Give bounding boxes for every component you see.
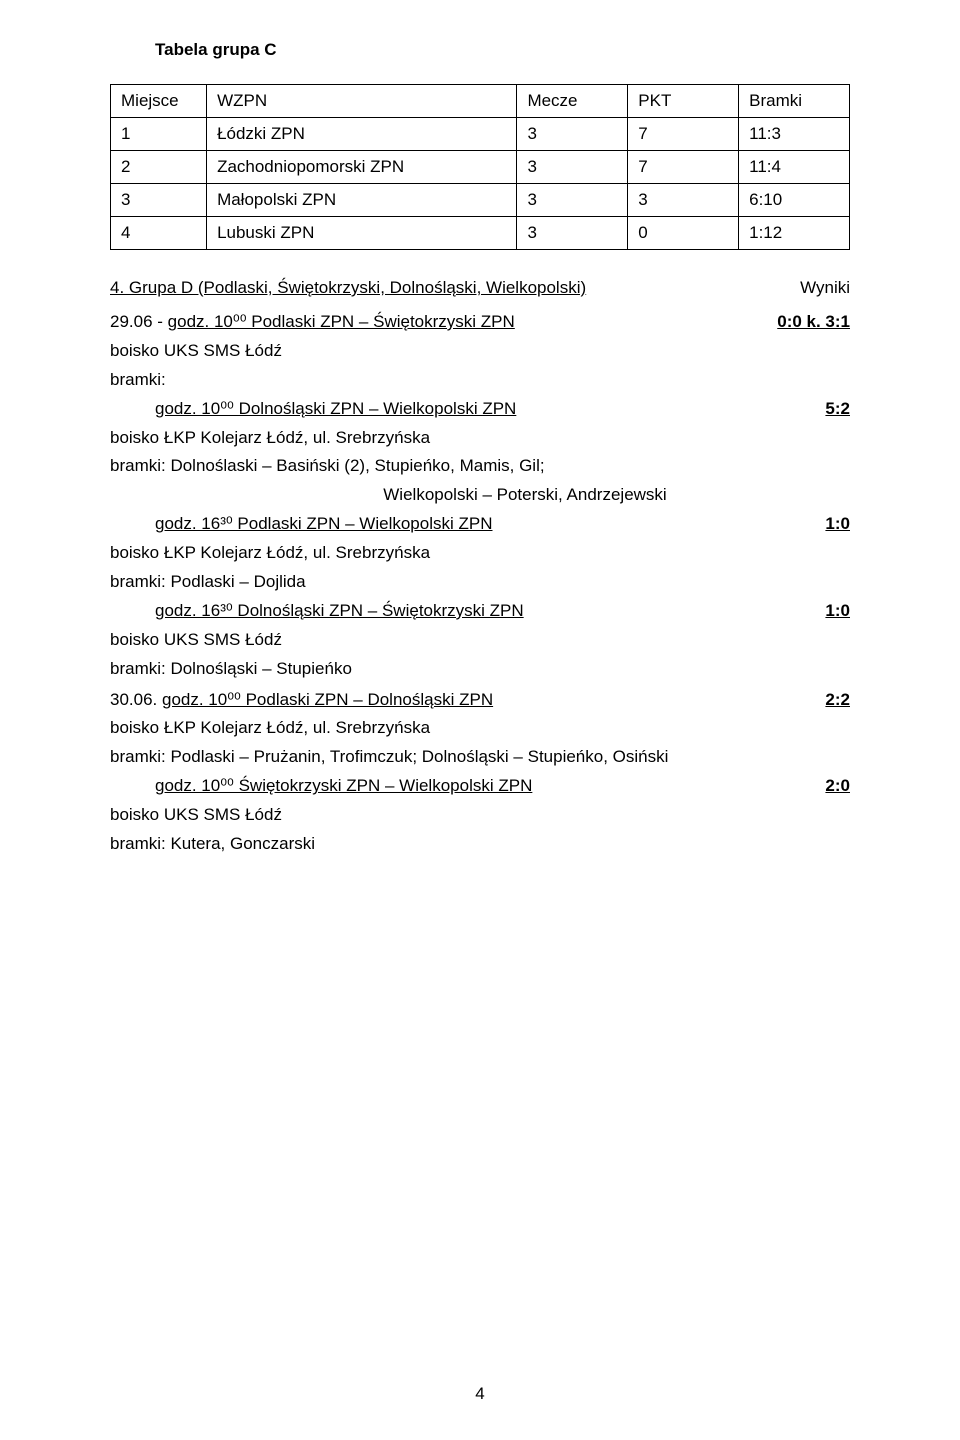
score-text: 5:2 bbox=[817, 395, 850, 424]
table-row: 1 Łódzki ZPN 3 7 11:3 bbox=[111, 118, 850, 151]
venue-text: boisko ŁKP Kolejarz Łódź, ul. Srebrzyńsk… bbox=[110, 539, 850, 568]
group-c-table: Miejsce WZPN Mecze PKT Bramki 1 Łódzki Z… bbox=[110, 84, 850, 250]
match-text: godz. 10⁰⁰ Podlaski ZPN – Świętokrzyski … bbox=[168, 312, 515, 331]
table-heading: Tabela grupa C bbox=[155, 40, 850, 60]
goals-sub-text: Wielkopolski – Poterski, Andrzejewski bbox=[200, 481, 850, 510]
match-text: godz. 10⁰⁰ Świętokrzyski ZPN – Wielkopol… bbox=[155, 772, 817, 801]
cell: Małopolski ZPN bbox=[207, 184, 517, 217]
venue-text: boisko UKS SMS Łódź bbox=[110, 337, 850, 366]
match-line: godz. 16³⁰ Podlaski ZPN – Wielkopolski Z… bbox=[155, 510, 850, 539]
match-line: 29.06 - godz. 10⁰⁰ Podlaski ZPN – Święto… bbox=[110, 308, 850, 337]
match-text: godz. 10⁰⁰ Podlaski ZPN – Dolnośląski ZP… bbox=[162, 690, 493, 709]
col-mecze: Mecze bbox=[517, 85, 628, 118]
match-line: godz. 10⁰⁰ Świętokrzyski ZPN – Wielkopol… bbox=[155, 772, 850, 801]
cell: 3 bbox=[111, 184, 207, 217]
cell: 1 bbox=[111, 118, 207, 151]
goals-text: bramki: bbox=[110, 366, 850, 395]
score-text: 2:2 bbox=[825, 686, 850, 715]
match-line: 30.06. godz. 10⁰⁰ Podlaski ZPN – Dolnośl… bbox=[110, 686, 850, 715]
match-text: godz. 10⁰⁰ Dolnośląski ZPN – Wielkopolsk… bbox=[155, 395, 817, 424]
match-text: godz. 16³⁰ Dolnośląski ZPN – Świętokrzys… bbox=[155, 597, 817, 626]
venue-text: boisko ŁKP Kolejarz Łódź, ul. Srebrzyńsk… bbox=[110, 424, 850, 453]
group-d-header-row: 4. Grupa D (Podlaski, Świętokrzyski, Dol… bbox=[110, 278, 850, 298]
cell: 6:10 bbox=[739, 184, 850, 217]
table-row: 3 Małopolski ZPN 3 3 6:10 bbox=[111, 184, 850, 217]
table-row: 4 Lubuski ZPN 3 0 1:12 bbox=[111, 217, 850, 250]
score-text: 2:0 bbox=[817, 772, 850, 801]
cell: 11:3 bbox=[739, 118, 850, 151]
goals-text: bramki: Dolnoślaski – Basiński (2), Stup… bbox=[110, 452, 850, 481]
col-pkt: PKT bbox=[628, 85, 739, 118]
cell: 3 bbox=[517, 184, 628, 217]
cell: 4 bbox=[111, 217, 207, 250]
cell: 3 bbox=[517, 118, 628, 151]
col-wzpn: WZPN bbox=[207, 85, 517, 118]
match-text: godz. 16³⁰ Podlaski ZPN – Wielkopolski Z… bbox=[155, 510, 817, 539]
cell: Lubuski ZPN bbox=[207, 217, 517, 250]
cell: 3 bbox=[628, 184, 739, 217]
date-text: 29.06 - bbox=[110, 312, 168, 331]
table-row: 2 Zachodniopomorski ZPN 3 7 11:4 bbox=[111, 151, 850, 184]
cell: 2 bbox=[111, 151, 207, 184]
results-label: Wyniki bbox=[800, 278, 850, 298]
cell: 3 bbox=[517, 217, 628, 250]
cell: 7 bbox=[628, 118, 739, 151]
group-d-title: 4. Grupa D (Podlaski, Świętokrzyski, Dol… bbox=[110, 278, 586, 298]
page-number: 4 bbox=[0, 1384, 960, 1404]
col-miejsce: Miejsce bbox=[111, 85, 207, 118]
cell: 3 bbox=[517, 151, 628, 184]
score-text: 1:0 bbox=[817, 510, 850, 539]
cell: 11:4 bbox=[739, 151, 850, 184]
venue-text: boisko ŁKP Kolejarz Łódź, ul. Srebrzyńsk… bbox=[110, 714, 850, 743]
goals-text: bramki: Podlaski – Dojlida bbox=[110, 568, 850, 597]
date-text: 30.06. bbox=[110, 690, 162, 709]
col-bramki: Bramki bbox=[739, 85, 850, 118]
cell: 1:12 bbox=[739, 217, 850, 250]
cell: Łódzki ZPN bbox=[207, 118, 517, 151]
venue-text: boisko UKS SMS Łódź bbox=[110, 801, 850, 830]
venue-text: boisko UKS SMS Łódź bbox=[110, 626, 850, 655]
match-line: godz. 16³⁰ Dolnośląski ZPN – Świętokrzys… bbox=[155, 597, 850, 626]
cell: 0 bbox=[628, 217, 739, 250]
goals-text: bramki: Kutera, Gonczarski bbox=[110, 830, 850, 859]
goals-text: bramki: Podlaski – Prużanin, Trofimczuk;… bbox=[110, 743, 850, 772]
match-line: godz. 10⁰⁰ Dolnośląski ZPN – Wielkopolsk… bbox=[155, 395, 850, 424]
cell: 7 bbox=[628, 151, 739, 184]
score-text: 0:0 k. 3:1 bbox=[777, 308, 850, 337]
score-text: 1:0 bbox=[817, 597, 850, 626]
cell: Zachodniopomorski ZPN bbox=[207, 151, 517, 184]
table-header-row: Miejsce WZPN Mecze PKT Bramki bbox=[111, 85, 850, 118]
goals-text: bramki: Dolnośląski – Stupieńko bbox=[110, 655, 850, 684]
